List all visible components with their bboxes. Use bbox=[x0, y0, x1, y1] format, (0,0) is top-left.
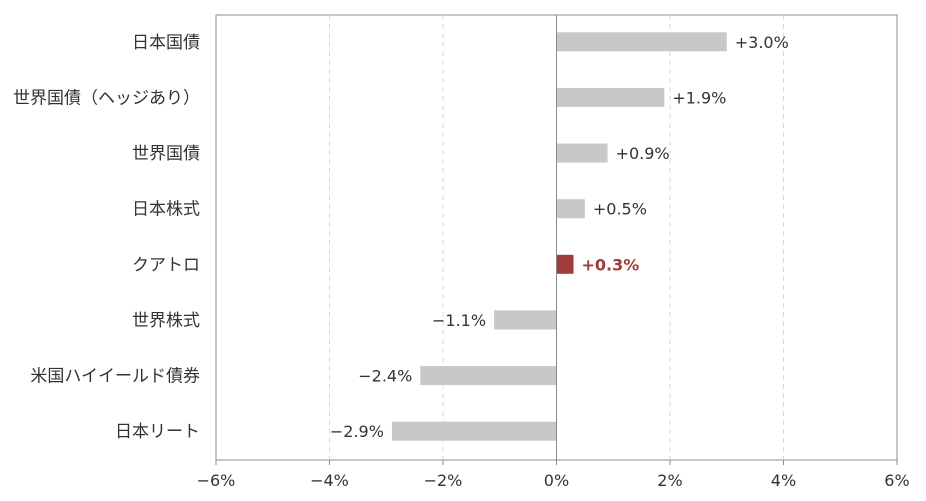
x-tick-label: 0% bbox=[544, 471, 569, 490]
bar-2 bbox=[556, 143, 608, 163]
x-tick-label: 6% bbox=[884, 471, 909, 490]
category-label: 日本リート bbox=[115, 422, 200, 442]
value-label: +0.5% bbox=[593, 200, 647, 219]
bar-7 bbox=[391, 421, 557, 441]
bar-1 bbox=[556, 87, 665, 107]
category-label: 世界国債（ヘッジあり） bbox=[13, 88, 200, 108]
value-label: +0.3% bbox=[582, 255, 640, 274]
value-label: +0.9% bbox=[616, 144, 670, 163]
bar-3 bbox=[556, 199, 585, 219]
bar-5 bbox=[494, 310, 557, 330]
value-label: +1.9% bbox=[672, 88, 726, 107]
grid-lines bbox=[329, 15, 784, 460]
x-tick-label: −2% bbox=[424, 471, 463, 490]
x-axis-ticks: −6% −4% −2% 0% 2% 4% 6% bbox=[197, 460, 910, 490]
value-label: −2.4% bbox=[358, 367, 412, 386]
bar-0 bbox=[556, 32, 727, 52]
bar-4 bbox=[556, 254, 574, 274]
value-label: −1.1% bbox=[432, 311, 486, 330]
x-tick-label: −6% bbox=[197, 471, 236, 490]
x-tick-label: −4% bbox=[310, 471, 349, 490]
category-label: 日本国債 bbox=[132, 33, 200, 53]
category-label: 米国ハイイールド債券 bbox=[30, 367, 200, 387]
category-label: 世界株式 bbox=[132, 311, 200, 331]
x-tick-label: 4% bbox=[771, 471, 796, 490]
category-label: 日本株式 bbox=[132, 200, 200, 220]
value-label: +3.0% bbox=[735, 33, 789, 52]
category-label: 世界国債 bbox=[132, 144, 200, 164]
value-labels: +3.0% +1.9% +0.9% +0.5% +0.3% −1.1% −2.4% −2.9% bbox=[330, 33, 789, 441]
x-tick-label: 2% bbox=[657, 471, 682, 490]
bars bbox=[391, 32, 727, 441]
category-label: クアトロ bbox=[132, 255, 200, 275]
value-label: −2.9% bbox=[330, 422, 384, 441]
bar-6 bbox=[420, 366, 557, 386]
